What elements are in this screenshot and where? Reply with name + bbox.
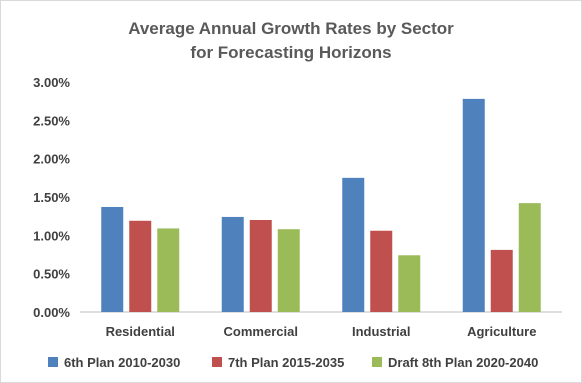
bar-commercial-series-2 [249,220,272,312]
chart-title-line-2: for Forecasting Horizons [190,43,391,62]
x-category-label: Industrial [352,324,411,339]
bar-agriculture-series-1 [462,98,485,312]
y-tick-label: 1.00% [33,228,70,243]
bar-agriculture-series-2 [490,249,513,312]
bar-residential-series-3 [157,228,180,312]
y-tick-label: 2.00% [33,152,70,167]
bar-industrial-series-2 [370,230,393,312]
bar-residential-series-2 [129,220,152,312]
x-category-label: Commercial [224,324,298,339]
bar-industrial-series-1 [342,177,365,312]
chart-title-line-1: Average Annual Growth Rates by Sector [128,19,454,38]
bar-industrial-series-3 [398,255,421,312]
legend-label-series-2: 7th Plan 2015-2035 [228,355,344,370]
legend-label-series-1: 6th Plan 2010-2030 [64,355,180,370]
y-tick-label: 1.50% [33,190,70,205]
bar-agriculture-series-3 [518,203,541,312]
x-category-label: Agriculture [467,324,536,339]
y-tick-label: 3.00% [33,75,70,90]
legend-label-series-3: Draft 8th Plan 2020-2040 [388,355,538,370]
legend-swatch-series-1 [48,357,58,367]
bar-residential-series-1 [101,206,124,312]
legend-swatch-series-3 [372,357,382,367]
x-category-label: Residential [106,324,175,339]
legend-swatch-series-2 [212,357,222,367]
y-tick-label: 0.50% [33,267,70,282]
y-tick-label: 2.50% [33,113,70,128]
bar-commercial-series-1 [221,216,244,312]
bar-commercial-series-3 [277,229,300,312]
y-tick-label: 0.00% [33,305,70,320]
